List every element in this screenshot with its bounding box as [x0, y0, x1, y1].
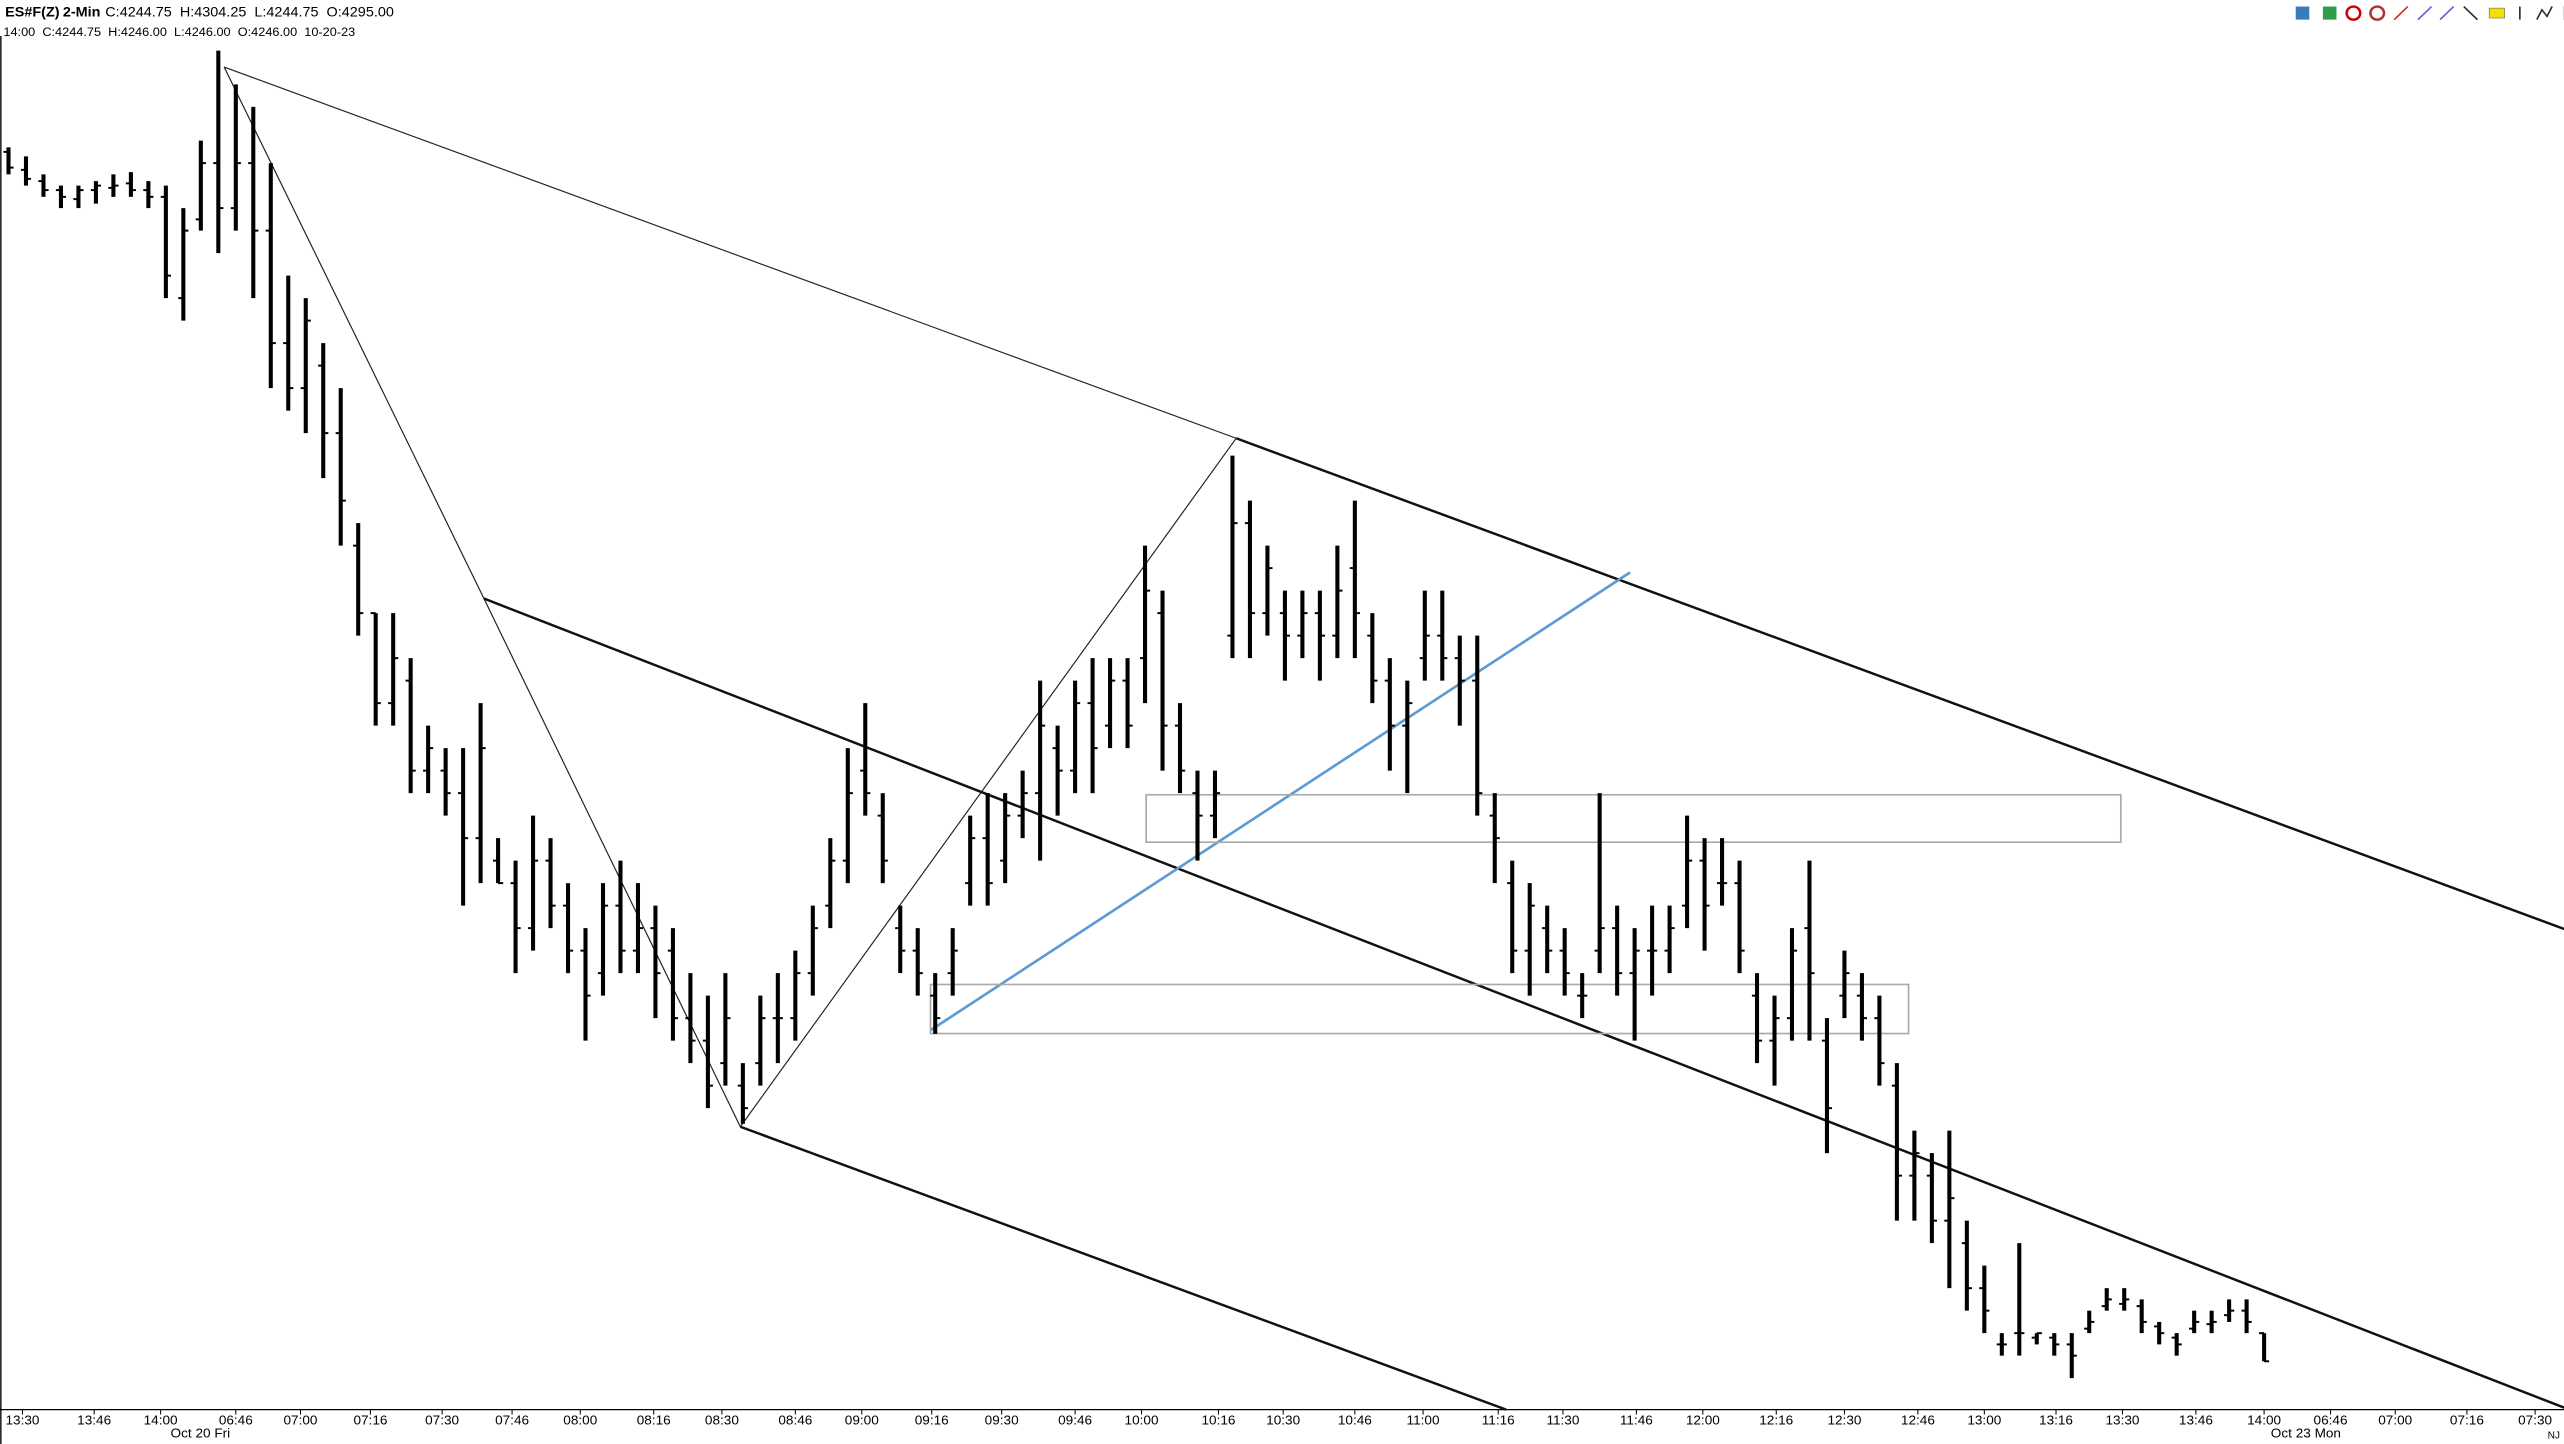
- x-tick-label: 09:46: [1058, 1413, 1092, 1428]
- x-tick-label: 07:46: [495, 1413, 529, 1428]
- blue-trend-line: [929, 571, 1631, 1032]
- corner-label: NJ: [2548, 1431, 2560, 1442]
- x-tick-label: 11:30: [1546, 1413, 1579, 1428]
- x-tick-label: 07:30: [2518, 1413, 2552, 1428]
- x-tick-label: 13:00: [1967, 1413, 2001, 1428]
- x-tick-label: 06:46: [219, 1413, 253, 1428]
- x-tick-label: 07:30: [425, 1413, 459, 1428]
- x-tick-label: 12:30: [1827, 1413, 1861, 1428]
- x-tick-label: 14:00: [144, 1413, 178, 1428]
- x-tick-label: 10:00: [1125, 1413, 1159, 1428]
- date-label: Oct 20 Fri: [171, 1426, 231, 1441]
- x-tick-label: 08:00: [563, 1413, 597, 1428]
- interval: 2-Min: [63, 5, 101, 21]
- date-label: Oct 23 Mon: [2271, 1426, 2341, 1441]
- toolbar-icon[interactable]: [2417, 5, 2433, 21]
- x-tick-label: 09:16: [915, 1413, 949, 1428]
- swing-line: [739, 437, 1237, 1128]
- x-tick-label: 08:46: [778, 1413, 812, 1428]
- x-tick-label: 11:16: [1482, 1413, 1515, 1428]
- bar-info: 14:00 C:4244.75 H:4246.00 L:4246.00 O:42…: [3, 25, 355, 39]
- x-tick-label: 08:16: [637, 1413, 671, 1428]
- x-tick-label: 12:46: [1901, 1413, 1935, 1428]
- toolbar-icon[interactable]: [2536, 6, 2553, 20]
- drawings: [223, 66, 2564, 1411]
- toolbar-icon[interactable]: [2488, 7, 2505, 19]
- median-line: [483, 597, 2564, 1409]
- toolbar[interactable]: [2295, 5, 2564, 21]
- x-tick-label: 13:16: [2039, 1413, 2073, 1428]
- x-tick-label: 07:16: [353, 1413, 387, 1428]
- x-tick-label: 13:30: [5, 1413, 39, 1428]
- toolbar-icon[interactable]: [2345, 5, 2362, 21]
- swing-line: [223, 66, 485, 599]
- toolbar-icon[interactable]: [2295, 6, 2310, 20]
- x-tick-label: 08:30: [705, 1413, 739, 1428]
- x-tick-label: 10:46: [1338, 1413, 1372, 1428]
- zone-box: [1145, 793, 2122, 844]
- lower-channel-line: [739, 1125, 1507, 1411]
- x-tick-label: 07:00: [284, 1413, 318, 1428]
- upper-channel-line: [1235, 437, 2564, 931]
- toolbar-icon[interactable]: [2369, 5, 2386, 21]
- price-bars: [3, 50, 2270, 1379]
- x-tick-label: 13:46: [2179, 1413, 2213, 1428]
- x-tick-label: 07:00: [2378, 1413, 2412, 1428]
- x-tick-label: 13:30: [2105, 1413, 2139, 1428]
- x-tick-label: 09:30: [985, 1413, 1019, 1428]
- swing-line: [483, 598, 741, 1127]
- toolbar-icon[interactable]: [2322, 6, 2337, 20]
- x-tick-label: 12:00: [1686, 1413, 1720, 1428]
- toolbar-icon[interactable]: [2463, 5, 2479, 21]
- x-tick-label: 10:16: [1201, 1413, 1235, 1428]
- toolbar-icon[interactable]: [2393, 5, 2409, 21]
- x-tick-label: 06:46: [2314, 1413, 2348, 1428]
- trend-line: [223, 66, 1237, 439]
- x-tick-label: 13:46: [77, 1413, 111, 1428]
- zone-box: [929, 983, 1910, 1035]
- quote: C:4244.75 H:4304.25 L:4244.75 O:4295.00: [105, 5, 394, 21]
- x-tick-label: 10:30: [1266, 1413, 1300, 1428]
- x-tick-label: 09:00: [845, 1413, 879, 1428]
- x-tick-label: 11:46: [1620, 1413, 1653, 1428]
- x-tick-label: 12:16: [1759, 1413, 1793, 1428]
- x-tick-label: 11:00: [1407, 1413, 1440, 1428]
- symbol: ES#F(Z): [5, 5, 60, 21]
- x-tick-label: 07:16: [2450, 1413, 2484, 1428]
- toolbar-icon[interactable]: [2439, 5, 2455, 21]
- x-tick-label: 14:00: [2247, 1413, 2281, 1428]
